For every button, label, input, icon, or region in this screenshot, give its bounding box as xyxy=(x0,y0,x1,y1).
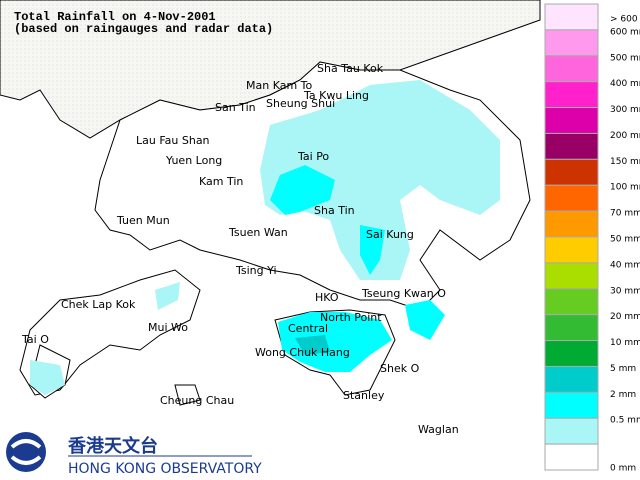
legend-label: 600 mm xyxy=(610,27,640,37)
rain-0-5mm xyxy=(30,360,65,395)
legend-label: 70 mm xyxy=(610,209,640,219)
place-label: Chek Lap Kok xyxy=(61,298,136,311)
rain-2mm xyxy=(405,300,445,340)
place-label: Sai Kung xyxy=(366,228,414,241)
legend-label: 150 mm xyxy=(610,157,640,167)
place-label: Tsuen Wan xyxy=(228,226,288,239)
legend-swatch xyxy=(544,340,599,367)
legend-swatch xyxy=(544,417,599,445)
place-label: Yuen Long xyxy=(165,154,222,167)
legend-swatch xyxy=(544,107,599,134)
legend-swatch xyxy=(544,81,599,109)
rain-0-5mm xyxy=(260,80,500,280)
place-label: HKO xyxy=(315,291,339,304)
place-label: Stanley xyxy=(343,389,385,402)
legend-label: 100 mm xyxy=(610,183,640,193)
place-label: Wong Chuk Hang xyxy=(255,346,350,359)
rain-2mm xyxy=(278,312,392,372)
legend-swatch xyxy=(544,210,599,238)
legend-swatch xyxy=(544,55,599,83)
rain-0-5mm xyxy=(155,282,180,310)
map-subtitle: (based on raingauges and radar data) xyxy=(14,22,273,36)
legend-label: 200 mm xyxy=(610,131,640,141)
legend-label: 30 mm xyxy=(610,286,640,296)
logo-chinese: 香港天文台 xyxy=(67,435,158,457)
place-label: Kam Tin xyxy=(199,175,243,188)
legend-label: 2 mm xyxy=(610,390,636,400)
place-label: Waglan xyxy=(418,423,459,436)
legend-swatch xyxy=(544,314,599,342)
legend-swatch xyxy=(544,391,599,419)
legend-label: 40 mm xyxy=(610,260,640,270)
place-label: Tsing Yi xyxy=(235,264,277,277)
legend-swatch xyxy=(544,288,599,316)
logo-english: HONG KONG OBSERVATORY xyxy=(68,461,262,477)
place-label: Shek O xyxy=(380,362,420,375)
map-title: Total Rainfall on 4-Nov-2001 xyxy=(14,10,216,24)
legend-label: 300 mm xyxy=(610,105,640,115)
place-label: Sha Tin xyxy=(314,204,355,217)
place-label: Tuen Mun xyxy=(116,214,170,227)
place-label: Mui Wo xyxy=(148,321,188,334)
legend-label: 20 mm xyxy=(610,312,640,322)
legend-swatch xyxy=(544,184,599,212)
legend-swatch xyxy=(544,132,599,160)
place-label: Lau Fau Shan xyxy=(136,134,210,147)
place-label: San Tin xyxy=(215,101,256,114)
place-label: Tai O xyxy=(21,333,49,346)
legend-swatch xyxy=(544,236,599,264)
rain-2mm xyxy=(360,225,385,275)
legend-label: 400 mm xyxy=(610,79,640,89)
place-label: North Point xyxy=(320,311,382,324)
rain-5mm xyxy=(295,335,330,355)
place-label: Sheung Shui xyxy=(266,97,335,110)
logo-emblem xyxy=(6,432,46,472)
place-label: Tseung Kwan O xyxy=(361,287,446,300)
legend-label: 0.5 mm xyxy=(610,416,640,426)
rain-2mm xyxy=(270,165,335,215)
legend-label: 500 mm xyxy=(610,53,640,63)
legend-swatch xyxy=(544,365,599,393)
place-label: Man Kam To xyxy=(246,79,313,92)
place-label: Sha Tau Kok xyxy=(317,62,384,75)
legend-swatch xyxy=(544,262,599,290)
legend: > 600 mm 600 mm 500 mm 400 mm 300 mm 200 mm 15… xyxy=(544,3,640,474)
legend-swatch xyxy=(544,443,599,471)
legend-label: > 600 mm xyxy=(610,15,640,25)
legend-swatch xyxy=(544,3,599,31)
legend-label: 0 mm xyxy=(610,464,636,474)
rain-areas xyxy=(30,80,500,395)
legend-swatch xyxy=(544,158,599,186)
place-label: Ta Kwu Ling xyxy=(303,89,369,102)
legend-swatch xyxy=(544,29,599,57)
place-label: Central xyxy=(288,322,328,335)
place-label: Cheung Chau xyxy=(160,394,234,407)
legend-label: 50 mm xyxy=(610,235,640,245)
legend-label: 10 mm xyxy=(610,338,640,348)
legend-label: 5 mm xyxy=(610,364,636,374)
logo: 香港天文台 HONG KONG OBSERVATORY xyxy=(6,432,262,477)
place-label: Tai Po xyxy=(297,150,329,163)
